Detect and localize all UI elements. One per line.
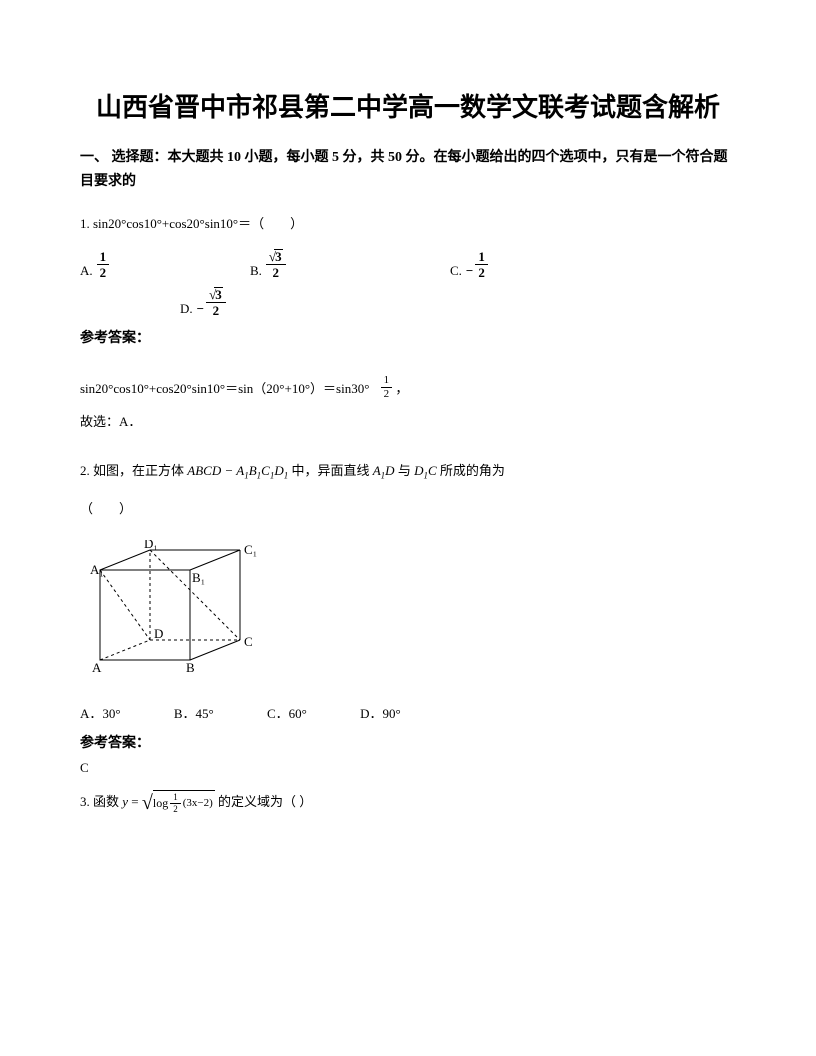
line-A1D: A1D: [373, 463, 395, 478]
q1-option-d: D. − 3 2: [180, 287, 226, 317]
q2-stem-d: 所成的角为: [440, 463, 505, 478]
lbl-B1: B₁: [192, 570, 205, 585]
q2-options: A．30° B．45° C．60° D．90°: [80, 703, 736, 722]
lbl-C: C: [244, 634, 253, 649]
q1-optC-label: C.: [450, 263, 462, 279]
q2-opt-a: A．30°: [80, 703, 121, 722]
lbl-C1: C₁: [244, 542, 257, 557]
q2-stem-a: 2. 如图，在正方体: [80, 463, 184, 478]
q3-stem: 3. 函数 y = √ log 1 2 (3x−2) 的定义域为（ ）: [80, 790, 736, 815]
q2-stem-b: 中，异面直线: [291, 463, 369, 478]
q1-conclusion: 故选：A．: [80, 410, 736, 433]
lbl-B: B: [186, 660, 195, 675]
minus-sign: −: [466, 263, 473, 279]
q1-answer-label: 参考答案：: [80, 327, 736, 347]
page-title: 山西省晋中市祁县第二中学高一数学文联考试题含解析: [80, 90, 736, 126]
q1-explanation: sin20°cos10°+cos20°sin10°＝sin（20°+10°）＝s…: [80, 375, 736, 400]
q2-answer: C: [80, 760, 736, 776]
q2-stem-c: 与: [398, 463, 411, 478]
q1-expl-tail: ，: [395, 381, 408, 396]
q3-y: y: [122, 794, 128, 809]
q1-option-a: A. 1 2: [80, 250, 250, 279]
q2-opt-b: B．45°: [174, 703, 214, 722]
q1-optD-label: D.: [180, 301, 193, 317]
q1-option-c: C. − 1 2: [450, 250, 600, 279]
q1-options-row2: D. − 3 2: [80, 287, 736, 317]
frac-half-small: 1 2: [381, 375, 393, 400]
q3-expression: √ log 1 2 (3x−2): [142, 790, 215, 815]
q1-expl-text: sin20°cos10°+cos20°sin10°＝sin（20°+10°）＝s…: [80, 381, 369, 396]
q1-optB-label: B.: [250, 263, 262, 279]
q1-optA-label: A.: [80, 263, 93, 279]
q3-eq: =: [131, 794, 142, 809]
q3-stem-b: 的定义域为（ ）: [218, 794, 312, 809]
log-arg: (3x−2): [183, 793, 213, 814]
minus-sign-d: −: [197, 301, 204, 317]
lbl-A: A: [92, 660, 102, 675]
q2-stem: 2. 如图，在正方体 ABCD − A1B1C1D1 中，异面直线 A1D 与 …: [80, 459, 736, 485]
q1-option-b: B. 3 2: [250, 249, 450, 279]
cube-name: ABCD − A1B1C1D1: [187, 463, 291, 478]
lbl-D1: D₁: [144, 540, 158, 551]
frac-neg-sqrt3-over-2: 3 2: [206, 287, 226, 317]
exam-page: 山西省晋中市祁县第二中学高一数学文联考试题含解析 一、 选择题：本大题共 10 …: [0, 0, 816, 1056]
q2-blank: （ ）: [80, 497, 736, 522]
frac-neg-one-half: 1 2: [475, 250, 488, 279]
log-text: log: [153, 792, 168, 815]
q1-stem: 1. sin20°cos10°+cos20°sin10°＝（ ）: [80, 212, 736, 237]
lbl-A1: A₁: [90, 562, 104, 577]
q2-opt-d: D．90°: [360, 703, 401, 722]
q3-stem-a: 3. 函数: [80, 794, 119, 809]
frac-sqrt3-over-2: 3 2: [266, 249, 286, 279]
q2-answer-label: 参考答案：: [80, 732, 736, 752]
line-D1C: D1C: [414, 463, 437, 478]
cube-figure: A₁ B₁ C₁ D₁ A B C D: [80, 540, 270, 690]
log-base-half: 1 2: [170, 793, 181, 814]
frac-one-half: 1 2: [97, 250, 110, 279]
q2-opt-c: C．60°: [267, 703, 307, 722]
section-heading: 一、 选择题：本大题共 10 小题，每小题 5 分，共 50 分。在每小题给出的…: [80, 146, 736, 194]
q1-options: A. 1 2 B. 3 2 C. − 1 2: [80, 249, 736, 279]
lbl-D: D: [154, 626, 163, 641]
